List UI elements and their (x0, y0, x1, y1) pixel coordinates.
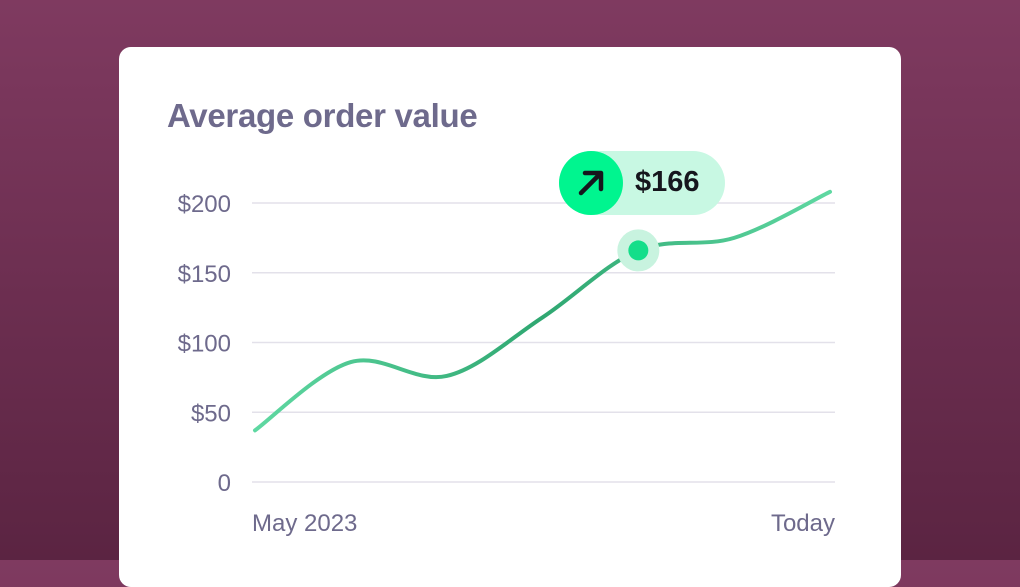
line-chart: 0 $50 $100 $150 $200 May 2023 Today (178, 189, 835, 537)
highlight-point[interactable] (628, 240, 649, 261)
y-tick-label: $200 (178, 191, 231, 218)
y-tick-label: $150 (178, 261, 231, 288)
chart-card: Average order value 0 $50 $100 $150 $200 May… (119, 47, 901, 587)
x-tick-label: Today (771, 510, 835, 537)
series-line (253, 189, 832, 433)
badge-value: $166 (635, 166, 700, 198)
arrow-up-right-icon (559, 151, 623, 215)
chart-title: Average order value (167, 97, 478, 134)
x-tick-label: May 2023 (252, 510, 357, 537)
y-tick-label: 0 (218, 470, 231, 497)
y-tick-label: $50 (191, 400, 231, 427)
y-tick-label: $100 (178, 331, 231, 358)
value-badge: $166 (559, 151, 725, 215)
